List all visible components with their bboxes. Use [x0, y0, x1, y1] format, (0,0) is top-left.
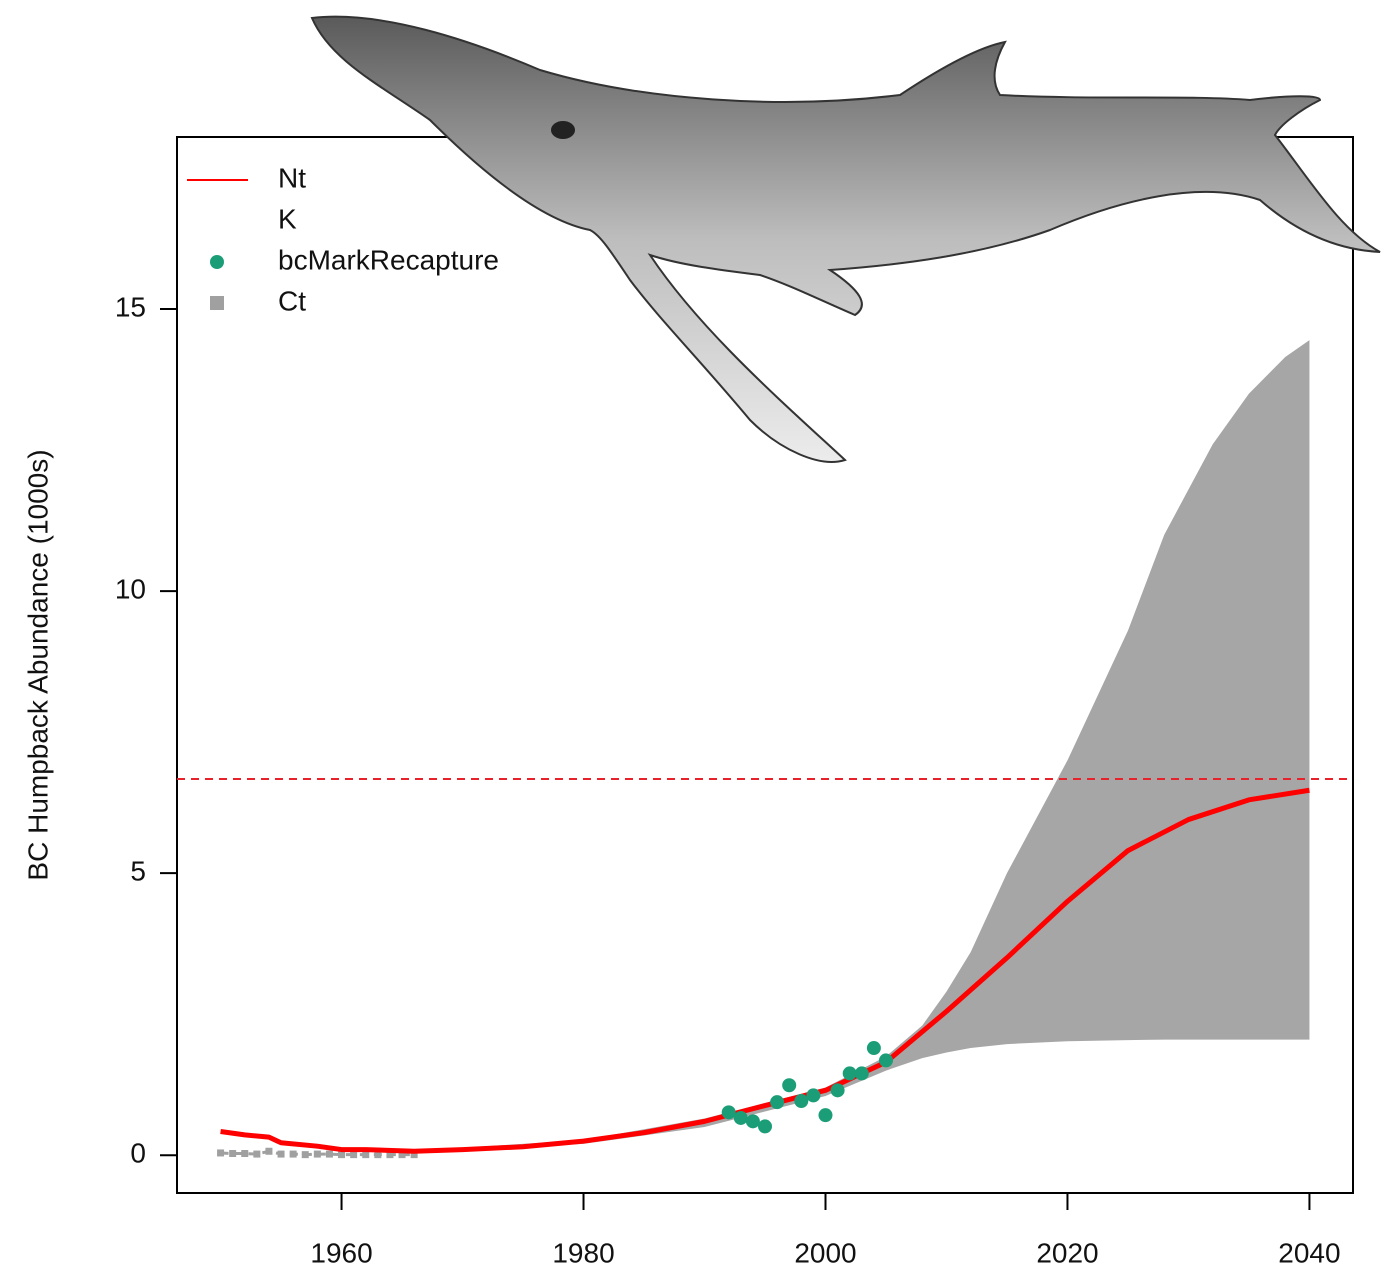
x-tick-label: 1980	[552, 1237, 614, 1268]
data-point	[217, 1149, 225, 1157]
y-axis-title: BC Humpback Abundance (1000s)	[22, 449, 53, 880]
data-point	[325, 1150, 333, 1158]
data-point	[338, 1151, 346, 1159]
data-point	[733, 1110, 748, 1125]
data-point	[794, 1094, 809, 1109]
data-point	[842, 1066, 857, 1081]
y-tick-label: 5	[130, 856, 146, 887]
data-point	[830, 1083, 845, 1098]
data-point	[289, 1150, 297, 1158]
data-point	[277, 1150, 285, 1158]
data-point	[854, 1066, 869, 1081]
legend-swatch	[210, 255, 224, 269]
data-point	[350, 1151, 358, 1159]
y-tick-label: 10	[115, 573, 146, 604]
data-point	[241, 1150, 249, 1158]
x-tick-label: 2000	[794, 1237, 856, 1268]
y-tick-label: 15	[115, 291, 146, 322]
data-point	[758, 1119, 772, 1134]
data-point	[806, 1088, 821, 1103]
data-point	[866, 1041, 881, 1056]
data-point	[229, 1150, 237, 1158]
whale-illustration	[310, 15, 1381, 463]
legend-label: Nt	[278, 162, 306, 193]
data-point	[818, 1108, 833, 1123]
data-point	[265, 1147, 273, 1155]
x-tick-label: 2040	[1278, 1237, 1340, 1268]
data-point	[782, 1078, 797, 1093]
legend-label: Ct	[278, 285, 306, 316]
catch-line	[220, 1149, 415, 1157]
data-point	[398, 1151, 406, 1159]
x-tick-label: 2020	[1036, 1237, 1098, 1268]
series-line	[220, 787, 1310, 1154]
legend-label: K	[278, 203, 297, 234]
data-point	[770, 1095, 785, 1110]
x-tick-label: 1960	[310, 1237, 372, 1268]
data-point	[362, 1151, 370, 1159]
legend-swatch	[210, 296, 224, 310]
legend-label: bcMarkRecapture	[278, 244, 499, 275]
data-point	[745, 1114, 760, 1129]
data-point	[301, 1151, 309, 1159]
data-point	[410, 1151, 418, 1159]
plot-area	[177, 340, 1353, 1159]
y-tick-label: 0	[130, 1138, 146, 1169]
data-point	[374, 1151, 382, 1159]
data-point	[386, 1151, 394, 1159]
data-point	[721, 1105, 736, 1120]
data-point	[253, 1150, 261, 1158]
data-point	[313, 1150, 321, 1158]
data-point	[878, 1053, 893, 1068]
interval-band	[414, 340, 1310, 1152]
